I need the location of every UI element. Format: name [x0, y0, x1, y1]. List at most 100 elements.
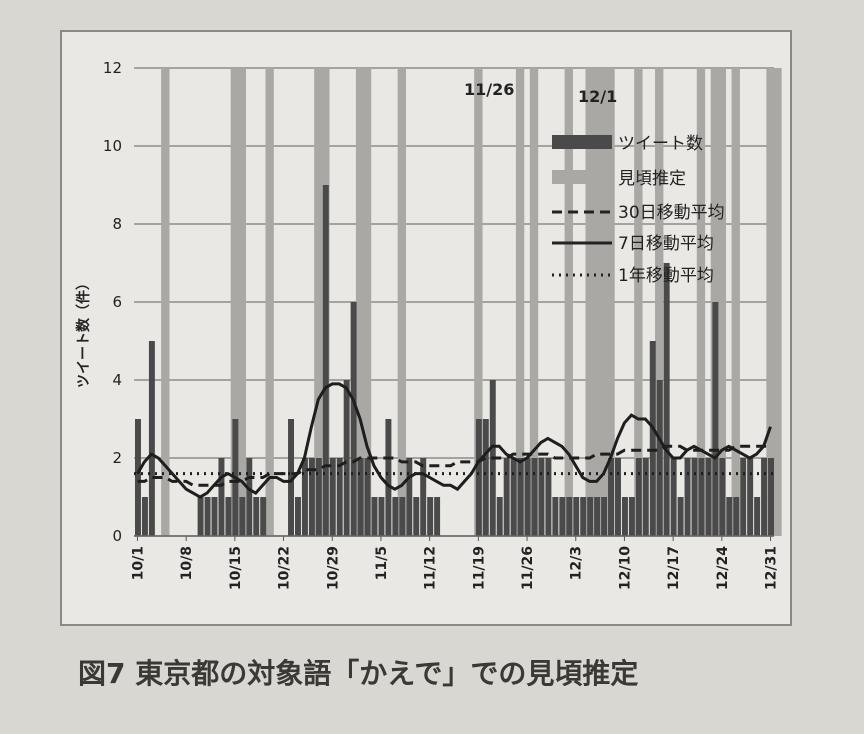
- tweet-bar-28: [330, 458, 336, 536]
- tweet-bar-86: [733, 497, 739, 536]
- peak-band-3: [265, 68, 273, 536]
- y-axis-label: ツイート数（件）: [75, 276, 92, 388]
- tweet-bar-38: [399, 497, 405, 536]
- legend-label-peak: 見頃推定: [618, 169, 686, 189]
- x-tick-label: 12/31: [764, 546, 780, 590]
- x-tick-label: 12/10: [617, 546, 633, 590]
- tweet-bar-1: [142, 497, 148, 536]
- tweet-bar-75: [657, 380, 663, 536]
- legend-label-ma7: 7日移動平均: [618, 234, 714, 254]
- x-tick-label: 10/22: [277, 546, 293, 590]
- tweet-bar-17: [253, 497, 259, 536]
- tweet-bar-84: [719, 458, 725, 536]
- tweet-bar-39: [406, 458, 412, 536]
- x-tick-label: 11/5: [374, 546, 390, 580]
- tweet-bar-29: [337, 458, 343, 536]
- chart-frame: 0 2 4 6 8 10 12 10/1 10/8 10/15 10/22 10/29 11/5 11/1…: [60, 30, 792, 626]
- tweet-bar-65: [587, 497, 593, 536]
- tweet-bar-11: [212, 497, 218, 536]
- tweet-bar-60: [552, 497, 558, 536]
- tweet-bar-56: [525, 458, 531, 536]
- tweet-bar-82: [705, 458, 711, 536]
- tweet-bar-85: [726, 497, 732, 536]
- x-tick-label: 12/3: [569, 546, 585, 580]
- tweet-bar-2: [149, 341, 155, 536]
- x-tick-label: 10/1: [130, 546, 146, 580]
- tweet-bar-89: [754, 497, 760, 536]
- legend-label-tweets: ツイート数: [618, 134, 703, 154]
- legend-swatch-peak: [552, 170, 612, 184]
- tweet-bar-42: [427, 497, 433, 536]
- tweet-bar-32: [358, 458, 364, 536]
- tweet-bar-63: [573, 497, 579, 536]
- annotation-1126: 11/26: [464, 80, 514, 99]
- tweet-bar-68: [608, 458, 614, 536]
- tweet-bar-66: [594, 497, 600, 536]
- y-tick-label: 2: [112, 449, 122, 467]
- legend-label-ma30: 30日移動平均: [618, 203, 725, 223]
- legend-swatch-tweets: [552, 135, 612, 149]
- annotation-121: 12/1: [578, 87, 617, 106]
- tweet-bar-58: [538, 458, 544, 536]
- tweet-bar-91: [768, 458, 774, 536]
- tweet-bar-53: [504, 458, 510, 536]
- tweet-bar-80: [692, 458, 698, 536]
- tweet-bar-78: [678, 497, 684, 536]
- tweet-bar-57: [532, 458, 538, 536]
- peak-band-8: [398, 68, 406, 536]
- tweet-bar-54: [511, 458, 517, 536]
- peak-band-22: [732, 68, 740, 536]
- x-tick-label: 11/19: [471, 546, 487, 590]
- tweet-bar-83: [712, 302, 718, 536]
- tweet-bar-13: [225, 497, 231, 536]
- line-layer: [134, 384, 774, 497]
- tweet-bar-70: [622, 497, 628, 536]
- tweet-bar-79: [685, 458, 691, 536]
- x-tick-label: 10/29: [325, 546, 341, 590]
- tweet-bar-61: [559, 497, 565, 536]
- tweet-bar-12: [218, 458, 224, 536]
- chart: 02468101210/1 10/8 10/15 10/22 10/29 11/5 11/1…: [62, 32, 790, 624]
- y-tick-label: 0: [112, 527, 122, 545]
- tweet-bar-73: [643, 458, 649, 536]
- peak-band-24: [773, 68, 781, 536]
- tweet-bar-33: [365, 458, 371, 536]
- tweet-bar-16: [246, 458, 252, 536]
- tweet-bar-37: [392, 497, 398, 536]
- x-tick-label: 12/17: [666, 546, 682, 590]
- y-tick-label: 12: [103, 59, 122, 77]
- tweet-bar-27: [323, 185, 329, 536]
- y-tick-label: 6: [112, 293, 122, 311]
- tweet-bar-34: [372, 497, 378, 536]
- tweet-bar-88: [747, 458, 753, 536]
- tweet-bar-90: [761, 458, 767, 536]
- tweet-bar-15: [239, 497, 245, 536]
- tweet-bar-55: [518, 458, 524, 536]
- tweet-bar-76: [664, 263, 670, 536]
- peak-band-2: [238, 68, 246, 536]
- tweet-bar-69: [615, 458, 621, 536]
- tweet-bar-72: [636, 458, 642, 536]
- tweet-bar-74: [650, 341, 656, 536]
- tweet-bar-0: [135, 419, 141, 536]
- tweet-bar-77: [671, 458, 677, 536]
- tweet-bar-67: [601, 497, 607, 536]
- figure-caption: 図7 東京都の対象語「かえで」での見頃推定: [78, 652, 638, 692]
- tweet-bar-30: [344, 380, 350, 536]
- tweet-bar-64: [580, 497, 586, 536]
- tweet-bar-35: [378, 497, 384, 536]
- tweet-bar-31: [351, 302, 357, 536]
- tweet-bar-81: [698, 458, 704, 536]
- x-tick-label: 11/12: [423, 546, 439, 590]
- tweet-bar-23: [295, 497, 301, 536]
- tweet-bar-10: [205, 497, 211, 536]
- tweet-bar-49: [476, 419, 482, 536]
- tweet-bar-18: [260, 497, 266, 536]
- tweet-bar-26: [316, 458, 322, 536]
- y-tick-label: 4: [112, 371, 122, 389]
- tweet-bar-9: [198, 497, 204, 536]
- tweet-bar-36: [385, 419, 391, 536]
- tweet-bar-52: [497, 497, 503, 536]
- y-tick-label: 10: [103, 137, 122, 155]
